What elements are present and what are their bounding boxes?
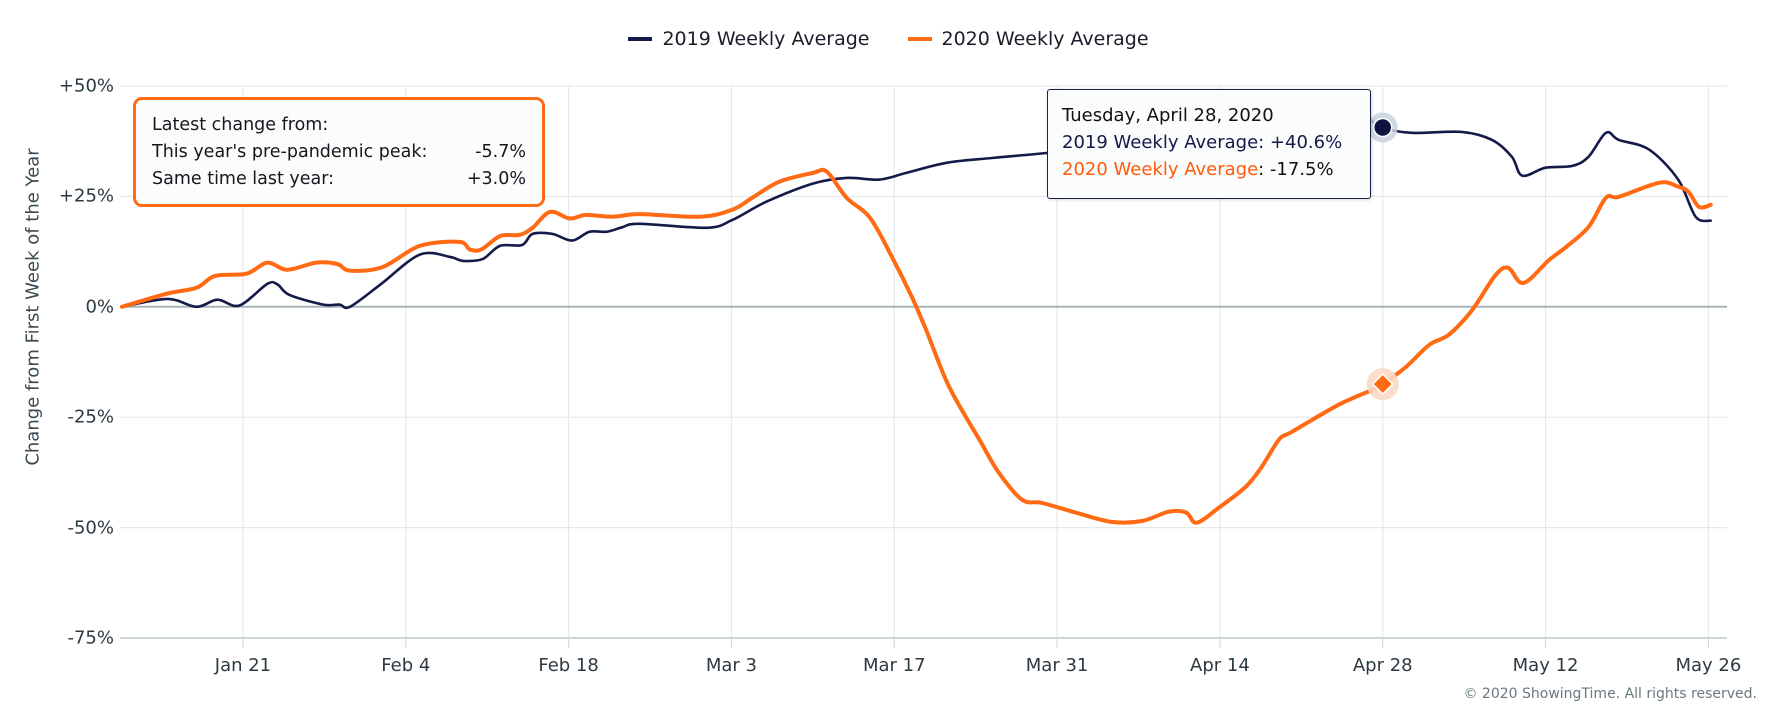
x-axis-tick-marks	[242, 638, 1709, 648]
legend-label-2020: 2020 Weekly Average	[941, 28, 1149, 50]
y-tick-label: -25%	[67, 406, 114, 428]
x-tick-label: Apr 14	[1190, 655, 1250, 676]
y-axis-title: Change from First Week of the Year	[22, 148, 44, 466]
legend-label-2019: 2019 Weekly Average	[662, 28, 870, 50]
same-time-last-year-label: Same time last year:	[152, 169, 335, 189]
series-line-2020	[120, 167, 1713, 525]
pre-pandemic-peak-value: -5.7%	[475, 142, 526, 162]
legend-item-2019[interactable]: 2019 Weekly Average	[628, 28, 870, 50]
y-tick-label: +25%	[58, 185, 114, 207]
marker-2019	[1372, 117, 1393, 138]
marker-2020	[1371, 373, 1394, 396]
x-tick-label: Feb 4	[381, 655, 431, 676]
x-tick-label: Feb 18	[538, 655, 599, 676]
legend: 2019 Weekly Average 2020 Weekly Average	[0, 28, 1777, 50]
same-time-last-year-value: +3.0%	[466, 169, 526, 189]
latest-change-heading: Latest change from:	[152, 115, 329, 135]
series-lines	[120, 115, 1713, 525]
legend-swatch-2019	[628, 37, 653, 41]
hover-tooltip: Tuesday, April 28, 2020 2019 Weekly Aver…	[1047, 89, 1371, 199]
tooltip-row-2019: 2019 Weekly Average: +40.6%	[1062, 129, 1356, 156]
y-tick-label: +50%	[58, 75, 114, 97]
legend-item-2020[interactable]: 2020 Weekly Average	[907, 28, 1149, 50]
x-tick-label: May 12	[1512, 655, 1579, 676]
tooltip-2020-value: : -17.5%	[1258, 159, 1334, 180]
tooltip-2020-label: 2020 Weekly Average	[1062, 159, 1259, 180]
copyright-notice: © 2020 ShowingTime. All rights reserved.	[1463, 686, 1757, 702]
tooltip-row-2020: 2020 Weekly Average: -17.5%	[1062, 156, 1356, 183]
pre-pandemic-peak-row: This year's pre-pandemic peak: -5.7%	[152, 139, 526, 166]
legend-swatch-2020	[907, 37, 932, 41]
pre-pandemic-peak-label: This year's pre-pandemic peak:	[152, 142, 428, 162]
highlight-markers	[1366, 112, 1399, 401]
series-line-2019	[120, 115, 1712, 310]
y-tick-label: -50%	[67, 517, 114, 539]
y-tick-label: 0%	[85, 296, 114, 318]
latest-change-box: Latest change from: This year's pre-pand…	[133, 97, 545, 207]
x-tick-label: Mar 17	[862, 655, 926, 676]
x-tick-label: May 26	[1675, 655, 1742, 676]
x-tick-label: Mar 3	[705, 655, 757, 676]
tooltip-2019-value: : +40.6%	[1258, 132, 1343, 153]
x-tick-label: Apr 28	[1352, 655, 1413, 676]
tooltip-date: Tuesday, April 28, 2020	[1062, 105, 1274, 126]
tooltip-2019-label: 2019 Weekly Average	[1062, 132, 1259, 153]
same-time-last-year-row: Same time last year: +3.0%	[152, 166, 526, 193]
x-tick-label: Jan 21	[214, 655, 272, 676]
y-tick-label: -75%	[67, 627, 114, 649]
x-tick-label: Mar 31	[1025, 655, 1089, 676]
